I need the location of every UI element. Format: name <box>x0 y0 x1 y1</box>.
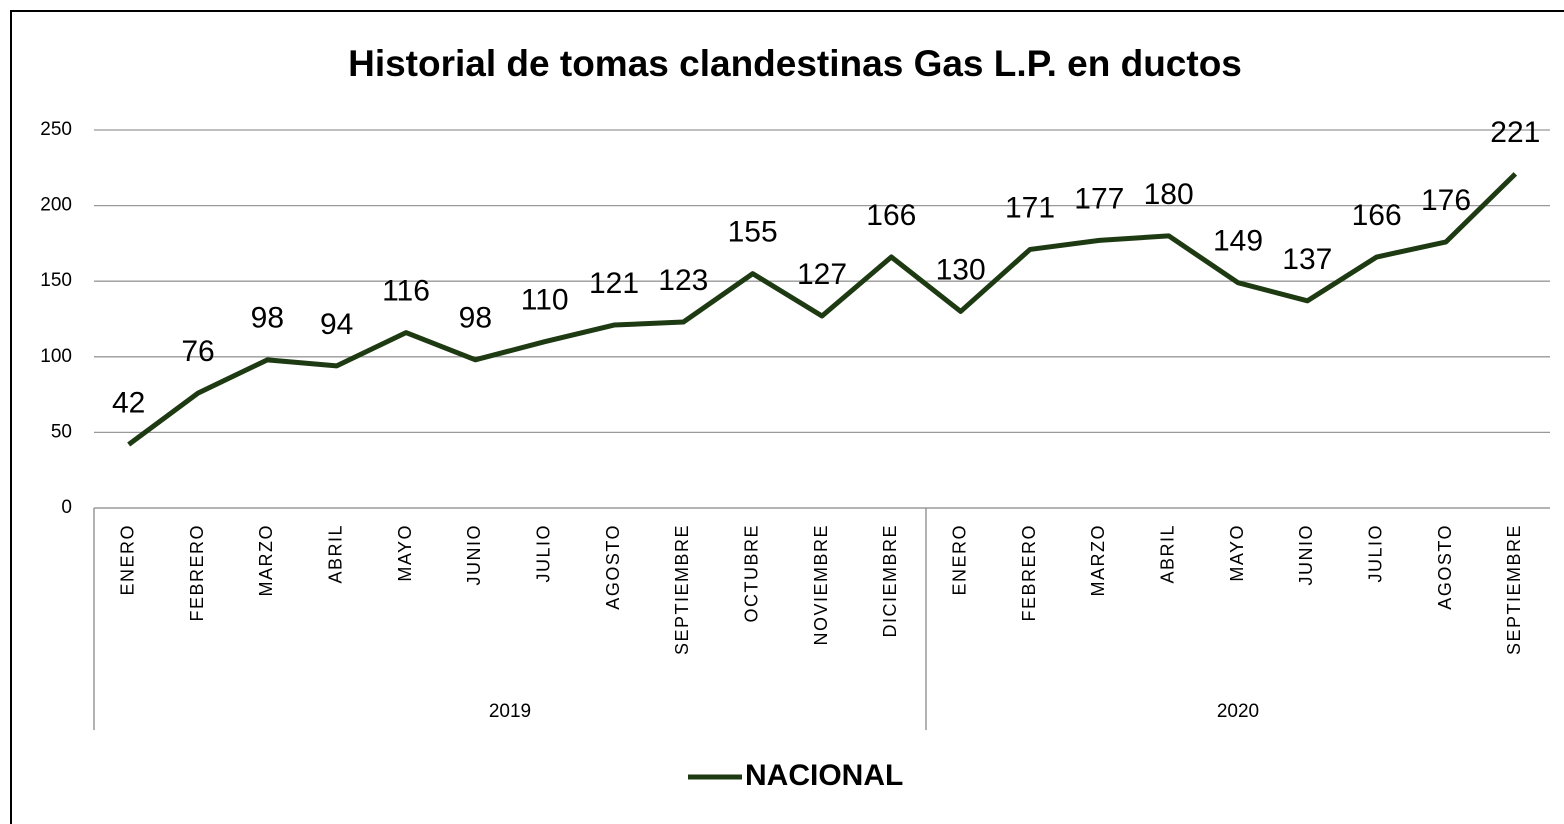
x-tick-label: MARZO <box>256 524 276 597</box>
data-label: 116 <box>382 275 430 308</box>
y-tick-label: 200 <box>40 195 72 216</box>
data-label: 221 <box>1490 116 1540 149</box>
data-label: 42 <box>112 386 145 419</box>
legend-label: NACIONAL <box>745 759 903 792</box>
x-tick-label: MAYO <box>1227 524 1247 582</box>
chart-border <box>10 10 1564 824</box>
x-tick-label: JULIO <box>533 524 553 583</box>
x-tick-label: NOVIEMBRE <box>811 524 831 646</box>
y-tick-label: 100 <box>40 346 72 367</box>
data-label: 98 <box>459 302 492 335</box>
x-tick-label: FEBRERO <box>187 524 207 622</box>
x-tick-label: AGOSTO <box>603 524 623 610</box>
x-tick-label: JUNIO <box>464 524 484 586</box>
data-label: 76 <box>181 335 214 368</box>
x-tick-label: AGOSTO <box>1435 524 1455 610</box>
y-tick-label: 150 <box>40 270 72 291</box>
data-line <box>127 172 1518 447</box>
x-tick-label: FEBRERO <box>1019 524 1039 622</box>
x-tick-label: MARZO <box>1088 524 1108 597</box>
data-label: 121 <box>589 267 639 300</box>
group-label: 2019 <box>489 701 531 722</box>
data-label: 130 <box>936 253 986 286</box>
y-tick-label: 0 <box>61 497 72 518</box>
data-label: 155 <box>728 216 778 249</box>
x-tick-label: ENERO <box>949 524 969 596</box>
data-label: 166 <box>866 199 916 232</box>
data-label: 149 <box>1213 225 1263 258</box>
x-tick-label: SEPTIEMBRE <box>672 524 692 655</box>
data-label: 94 <box>320 308 353 341</box>
y-tick-label: 50 <box>51 421 72 442</box>
x-tick-label: SEPTIEMBRE <box>1504 524 1524 655</box>
data-label: 98 <box>251 302 284 335</box>
x-tick-label: ENERO <box>117 524 137 596</box>
x-tick-label: JUNIO <box>1296 524 1316 586</box>
data-label: 180 <box>1144 178 1194 211</box>
data-label: 177 <box>1074 182 1124 215</box>
data-label: 176 <box>1421 184 1471 217</box>
data-label: 110 <box>521 284 569 317</box>
data-label: 127 <box>797 258 847 291</box>
x-tick-label: OCTUBRE <box>741 524 761 623</box>
x-tick-label: ABRIL <box>325 524 345 584</box>
data-label: 137 <box>1282 243 1332 276</box>
data-label: 123 <box>658 264 708 297</box>
chart-title: Historial de tomas clandestinas Gas L.P.… <box>348 43 1242 84</box>
x-tick-label: JULIO <box>1365 524 1385 583</box>
y-tick-label: 250 <box>40 119 72 140</box>
data-label: 166 <box>1352 199 1402 232</box>
data-label: 171 <box>1005 191 1055 224</box>
x-tick-label: MAYO <box>395 524 415 582</box>
group-label: 2020 <box>1217 701 1259 722</box>
x-tick-label: ABRIL <box>1157 524 1177 584</box>
x-tick-label: DICIEMBRE <box>880 524 900 638</box>
